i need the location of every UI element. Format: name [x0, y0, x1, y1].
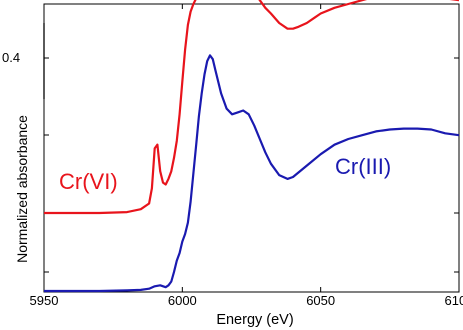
plot-frame [43, 3, 460, 293]
x-tick-label: 6050 [306, 293, 335, 308]
series-label-cr-vi: Cr(VI) [59, 169, 118, 194]
x-tick-label: 6000 [168, 293, 197, 308]
series-line-cr-vi [44, 0, 460, 215]
chart-axes [43, 3, 460, 293]
series-label-cr-iii: Cr(III) [335, 154, 391, 179]
chart-ticks: 5950 6000 6050 6100 [30, 4, 463, 308]
x-axis-label: Energy (eV) [216, 312, 293, 328]
scale-bar-label: 0.4 [2, 50, 20, 65]
chart-series [44, 0, 460, 293]
x-tick-label: 6100 [445, 293, 463, 308]
x-tick-label: 5950 [30, 293, 59, 308]
series-line-cr-iii [44, 54, 460, 293]
y-axis-label: Normalized absorbance [14, 115, 30, 263]
